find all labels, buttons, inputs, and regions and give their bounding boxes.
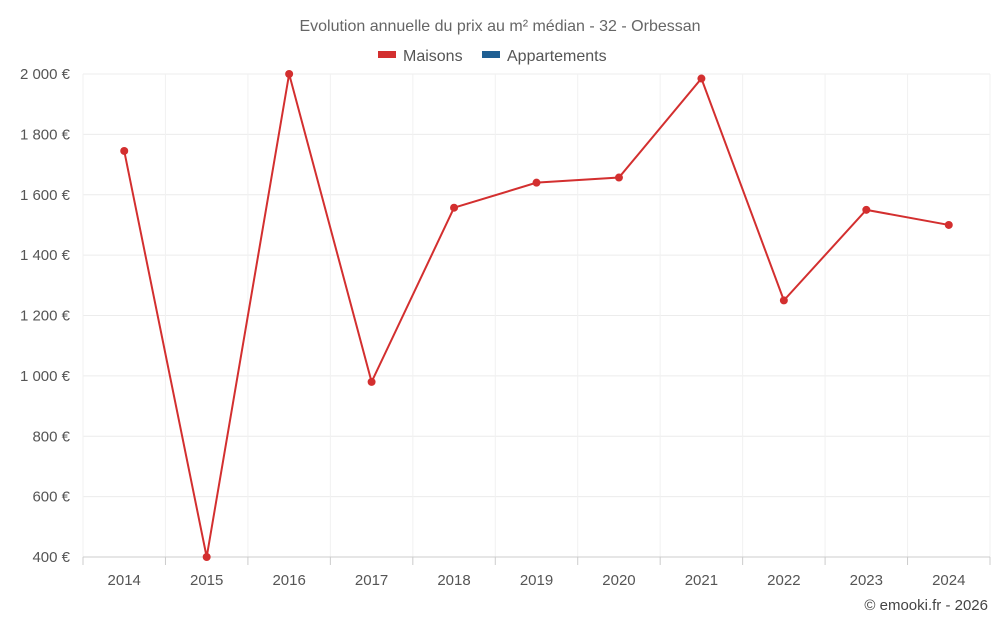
y-tick-label: 600 € bbox=[32, 489, 70, 506]
legend[interactable]: Maisons Appartements bbox=[378, 48, 607, 65]
y-tick-label: 1 800 € bbox=[20, 126, 71, 143]
x-tick-label: 2022 bbox=[767, 572, 800, 589]
x-tick-label: 2017 bbox=[355, 572, 388, 589]
x-tick-label: 2016 bbox=[272, 572, 305, 589]
y-tick-label: 2 000 € bbox=[20, 66, 71, 83]
x-tick-label: 2024 bbox=[932, 572, 965, 589]
credit-text: © emooki.fr - 2026 bbox=[864, 597, 988, 614]
x-tick-label: 2020 bbox=[602, 572, 635, 589]
x-axis-tick-labels: 2014 2015 2016 2017 2018 2019 2020 2021 2022 2023… bbox=[108, 572, 966, 589]
y-tick-label: 1 200 € bbox=[20, 308, 71, 325]
data-point bbox=[532, 178, 541, 187]
data-point bbox=[779, 296, 788, 305]
data-point bbox=[202, 553, 211, 561]
data-point bbox=[862, 205, 871, 214]
data-point bbox=[697, 74, 706, 83]
legend-swatch-maisons bbox=[378, 51, 396, 58]
y-gridlines bbox=[83, 73, 990, 498]
y-tick-label: 400 € bbox=[32, 549, 70, 566]
y-tick-label: 1 600 € bbox=[20, 187, 71, 204]
x-gridlines bbox=[82, 74, 991, 565]
x-tick-label: 2014 bbox=[108, 572, 141, 589]
data-point bbox=[285, 70, 294, 78]
data-point bbox=[614, 173, 623, 182]
data-point bbox=[120, 146, 129, 155]
data-point bbox=[367, 377, 376, 386]
y-tick-label: 800 € bbox=[32, 428, 70, 445]
x-tick-label: 2021 bbox=[685, 572, 718, 589]
y-tick-label: 1 000 € bbox=[20, 368, 71, 385]
chart-title: Evolution annuelle du prix au m² médian … bbox=[299, 18, 700, 35]
data-point bbox=[944, 220, 953, 229]
x-tick-label: 2019 bbox=[520, 572, 553, 589]
legend-label-maisons[interactable]: Maisons bbox=[403, 48, 463, 65]
legend-label-appartements[interactable]: Appartements bbox=[507, 48, 607, 65]
y-tick-label: 1 400 € bbox=[20, 247, 71, 264]
x-tick-label: 2018 bbox=[437, 572, 470, 589]
x-tick-label: 2015 bbox=[190, 572, 223, 589]
legend-swatch-appartements bbox=[482, 51, 500, 58]
x-tick-label: 2023 bbox=[850, 572, 883, 589]
data-point bbox=[450, 203, 459, 212]
y-axis-tick-labels: 400 € 600 € 800 € 1 000 € 1 200 € 1 400 € 1 60… bbox=[20, 66, 71, 566]
series-maisons bbox=[120, 70, 953, 561]
